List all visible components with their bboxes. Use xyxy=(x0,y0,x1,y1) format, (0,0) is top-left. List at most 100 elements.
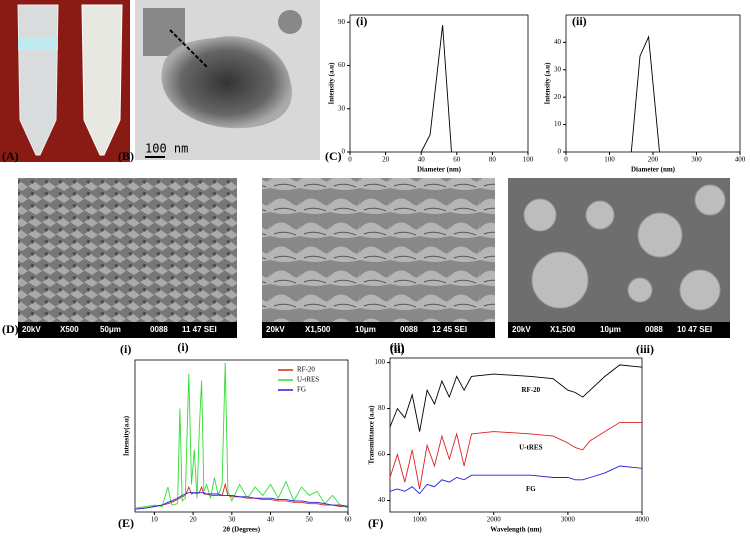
sem-caption: 0088 xyxy=(150,325,168,334)
x-tick-label: 30 xyxy=(228,516,236,524)
x-tick-label: 100 xyxy=(523,156,534,164)
y-tick-label: 90 xyxy=(338,18,346,26)
plot-frame xyxy=(349,14,529,153)
sem-caption: 20kV xyxy=(22,325,41,334)
panel-label: (E) xyxy=(118,516,134,530)
sem-caption: 12 45 SEI xyxy=(432,325,467,334)
scale-bar-label: 100 nm xyxy=(145,142,188,156)
panel-label: (D) xyxy=(2,322,19,336)
tem-particle xyxy=(278,10,302,34)
y-tick-label: 40 xyxy=(554,38,562,46)
x-axis-label: Diameter (nm) xyxy=(417,166,462,174)
sem-caption: 10μm xyxy=(355,325,376,334)
data-line xyxy=(630,35,660,153)
x-tick-label: 80 xyxy=(489,156,497,164)
data-line xyxy=(389,421,642,490)
legend-label: RF-20 xyxy=(297,366,315,374)
panel-label: (F) xyxy=(368,516,383,530)
y-tick-label: 40 xyxy=(378,496,386,504)
y-axis-label: Intensity (a.u) xyxy=(544,62,552,105)
x-tick-label: 3000 xyxy=(561,516,576,524)
panel-label: (i) xyxy=(120,342,131,356)
sem-caption: 0088 xyxy=(400,325,418,334)
legend-label: FG xyxy=(297,386,306,394)
tube-liquid xyxy=(18,38,58,50)
x-tick-label: 4000 xyxy=(635,516,650,524)
y-tick-label: 20 xyxy=(554,93,562,101)
chart-label: (i) xyxy=(177,340,188,354)
sem-image xyxy=(18,178,237,338)
data-line xyxy=(134,362,349,509)
sem-caption: 50μm xyxy=(100,325,121,334)
data-line xyxy=(389,364,643,432)
x-tick-label: 40 xyxy=(418,156,426,164)
plot-frame xyxy=(134,359,349,513)
y-axis-label: Intensity (a.u) xyxy=(328,62,336,105)
x-tick-label: 50 xyxy=(306,516,314,524)
y-axis-label: Transmittance (a.u) xyxy=(368,405,376,465)
x-axis-label: Wavelength (nm) xyxy=(490,526,542,534)
tem-arrow xyxy=(169,29,209,69)
sem-caption: X1,500 xyxy=(305,325,331,334)
sem-caption: X1,500 xyxy=(550,325,576,334)
x-axis-label: Diameter (nm) xyxy=(631,166,676,174)
series-label: U-tRES xyxy=(519,443,542,451)
panel-label: (A) xyxy=(2,149,19,163)
y-tick-label: 60 xyxy=(378,450,386,458)
x-tick-label: 40 xyxy=(267,516,275,524)
chart-label: (ii) xyxy=(390,340,405,354)
y-axis-label: Intensity(a.u) xyxy=(123,415,131,456)
x-tick-label: 400 xyxy=(735,156,746,164)
data-line xyxy=(389,465,643,495)
x-tick-label: 300 xyxy=(691,156,702,164)
series-label: RF-20 xyxy=(521,386,540,394)
x-tick-label: 20 xyxy=(190,516,198,524)
x-tick-label: 1000 xyxy=(413,516,428,524)
x-tick-label: 60 xyxy=(345,516,353,524)
panel-label: (ii) xyxy=(390,342,405,356)
y-tick-label: 100 xyxy=(375,358,386,366)
x-tick-label: 0 xyxy=(348,156,352,164)
data-line xyxy=(134,482,348,510)
plot-frame xyxy=(389,357,643,513)
data-line xyxy=(134,492,349,510)
data-line xyxy=(420,25,452,153)
x-axis-label: 2θ (Degrees) xyxy=(223,526,261,534)
x-tick-label: 2000 xyxy=(487,516,502,524)
x-tick-label: 10 xyxy=(151,516,159,524)
chart-label: (ii) xyxy=(572,14,587,28)
x-tick-label: 100 xyxy=(604,156,615,164)
sem-particles xyxy=(523,184,726,311)
y-tick-label: 80 xyxy=(378,404,386,412)
tube-milky xyxy=(81,4,123,156)
sem-caption-bar xyxy=(262,322,495,338)
sem-caption-bar xyxy=(508,322,730,338)
x-tick-label: 0 xyxy=(564,156,568,164)
legend-label: U-tRES xyxy=(297,376,319,384)
sem-caption: 20kV xyxy=(512,325,531,334)
x-tick-label: 60 xyxy=(453,156,461,164)
x-tick-label: 200 xyxy=(648,156,659,164)
sem-caption: 10 47 SEI xyxy=(677,325,712,334)
y-tick-label: 60 xyxy=(338,61,346,69)
panel-label: (B) xyxy=(118,149,134,163)
panel-label: (iii) xyxy=(636,342,654,356)
y-tick-label: 0 xyxy=(342,148,346,156)
sem-image xyxy=(262,178,495,338)
y-tick-label: 0 xyxy=(558,148,562,156)
series-label: FG xyxy=(526,485,536,493)
y-tick-label: 10 xyxy=(554,120,562,128)
y-tick-label: 30 xyxy=(338,104,346,112)
tem-particle xyxy=(161,36,292,129)
sem-caption: X500 xyxy=(60,325,79,334)
sem-caption: 20kV xyxy=(266,325,285,334)
panel-label: (C) xyxy=(325,149,342,163)
sem-caption-bar xyxy=(18,322,237,338)
sem-caption: 11 47 SEI xyxy=(182,325,217,334)
sem-caption: 10μm xyxy=(600,325,621,334)
chart-label: (i) xyxy=(356,14,367,28)
y-tick-label: 30 xyxy=(554,65,562,73)
x-tick-label: 20 xyxy=(382,156,390,164)
